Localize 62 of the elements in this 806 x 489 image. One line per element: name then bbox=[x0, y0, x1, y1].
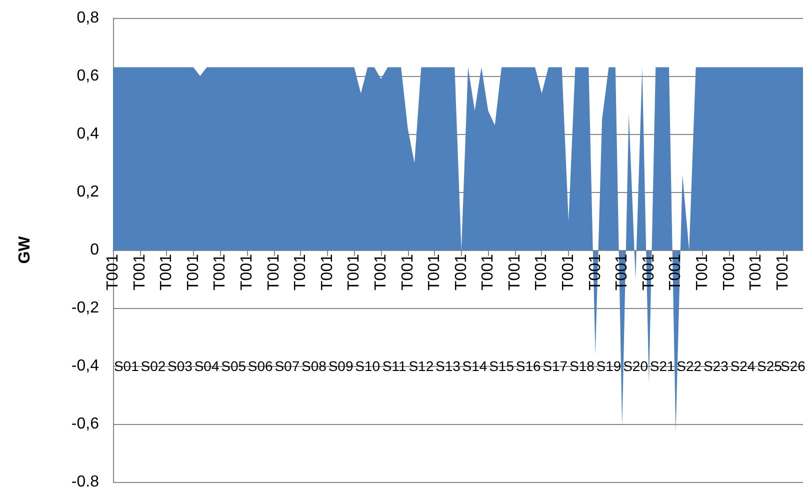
x-tick-label: T001 bbox=[426, 254, 444, 290]
annotation: S19 bbox=[596, 358, 622, 374]
annotation: S11 bbox=[382, 358, 407, 374]
x-tick-label: T001 bbox=[694, 254, 712, 290]
x-tick-label: T001 bbox=[667, 254, 684, 290]
annotation: S22 bbox=[676, 358, 702, 374]
x-tick-label: T001 bbox=[131, 254, 148, 290]
annotation: S07 bbox=[274, 358, 300, 374]
annotation: S20 bbox=[623, 358, 648, 374]
x-tick-label: T001 bbox=[346, 254, 363, 290]
y-tick-label: -0,4 bbox=[71, 358, 100, 374]
x-tick-label: T001 bbox=[399, 254, 416, 290]
x-tick-label: T001 bbox=[292, 254, 310, 290]
x-tick-label: T001 bbox=[720, 254, 738, 290]
x-tick-label: T001 bbox=[158, 254, 176, 290]
x-tick-label: T001 bbox=[640, 254, 658, 290]
annotation: S12 bbox=[408, 358, 434, 374]
annotation: S05 bbox=[221, 358, 246, 374]
x-tick-label: T001 bbox=[614, 254, 631, 290]
annotation: S06 bbox=[248, 358, 274, 374]
x-tick-label: T001 bbox=[372, 254, 390, 290]
y-tick-label: 0 bbox=[90, 242, 100, 258]
annotation: S21 bbox=[650, 358, 675, 374]
y-tick-label: -0.8 bbox=[71, 474, 100, 489]
x-tick-label: T001 bbox=[586, 254, 604, 290]
annotation: S04 bbox=[194, 358, 220, 374]
annotation: S15 bbox=[489, 358, 514, 374]
annotation: S14 bbox=[462, 358, 488, 374]
y-tick-label: 0,2 bbox=[76, 184, 100, 200]
x-tick-label: T001 bbox=[104, 254, 122, 290]
y-tick-label: -0,6 bbox=[71, 416, 100, 432]
annotation: S16 bbox=[516, 358, 542, 374]
annotation: S02 bbox=[140, 358, 166, 374]
x-tick-label: T001 bbox=[265, 254, 282, 290]
annotation: S25 bbox=[757, 358, 782, 374]
x-tick-label: T001 bbox=[533, 254, 550, 290]
y-tick-label: 0,8 bbox=[76, 10, 100, 26]
annotation: S24 bbox=[730, 358, 756, 374]
annotation: S01 bbox=[114, 358, 140, 374]
x-tick-label: T001 bbox=[212, 254, 229, 290]
annotation: S03 bbox=[168, 358, 193, 374]
annotation: S09 bbox=[328, 358, 354, 374]
annotation: S26 bbox=[780, 358, 806, 374]
y-tick-label: 0,6 bbox=[76, 68, 100, 84]
x-tick-label: T001 bbox=[748, 254, 765, 290]
y-tick-label: 0,4 bbox=[76, 126, 100, 142]
x-tick-label: T001 bbox=[238, 254, 256, 290]
annotation: S17 bbox=[542, 358, 568, 374]
x-tick-label: T001 bbox=[560, 254, 578, 290]
x-tick-label: T001 bbox=[318, 254, 336, 290]
annotation: S08 bbox=[302, 358, 327, 374]
y-tick-label: -0,2 bbox=[71, 300, 100, 316]
annotation: S13 bbox=[435, 358, 461, 374]
x-tick-label: T001 bbox=[506, 254, 524, 290]
x-tick-label: T001 bbox=[480, 254, 497, 290]
annotation: S10 bbox=[355, 358, 380, 374]
annotation: S23 bbox=[703, 358, 729, 374]
annotation: S18 bbox=[569, 358, 595, 374]
x-tick-label: T001 bbox=[452, 254, 470, 290]
x-tick-label: T001 bbox=[184, 254, 202, 290]
x-tick-label: T001 bbox=[774, 254, 792, 290]
y-axis-title: GW bbox=[16, 235, 34, 264]
